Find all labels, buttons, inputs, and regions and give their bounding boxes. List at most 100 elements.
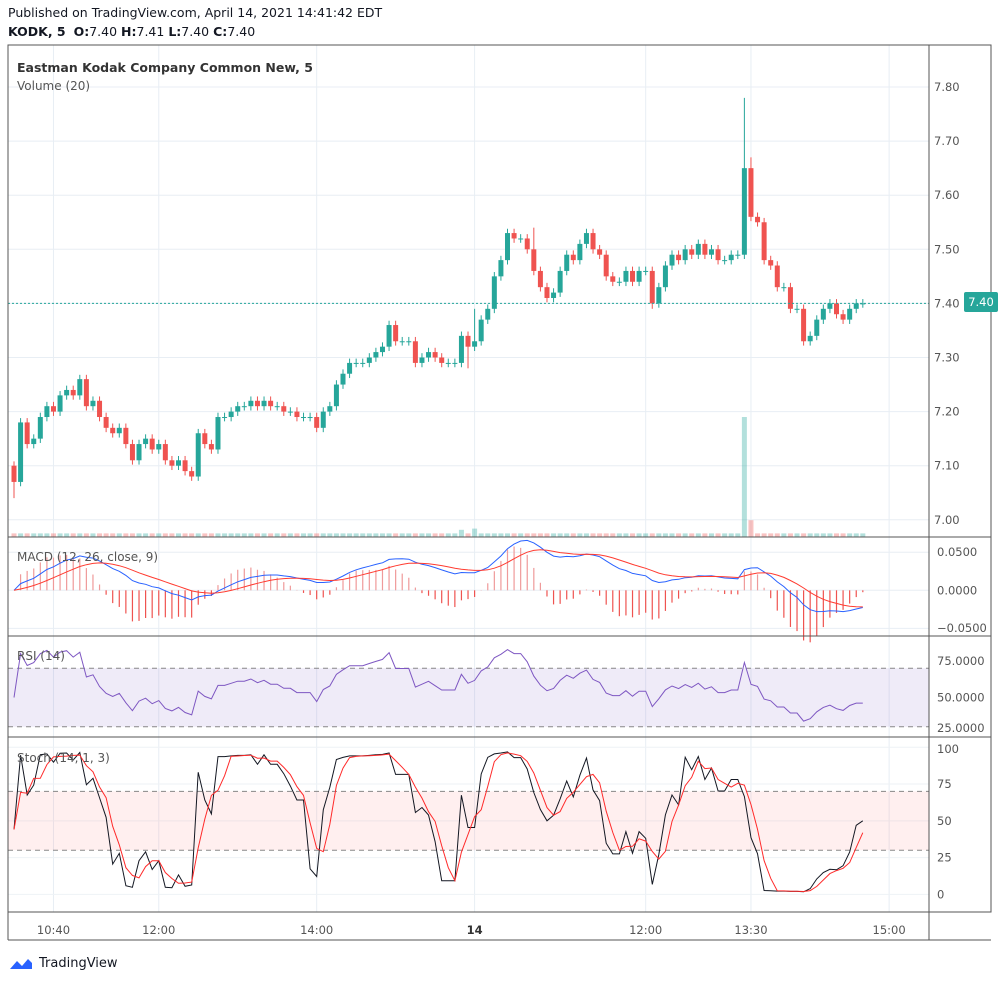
low-label: L: <box>168 24 182 39</box>
candle-body <box>241 406 247 408</box>
brand-label: TradingView <box>39 955 118 971</box>
candle-body <box>827 303 833 309</box>
volume-bar <box>860 533 866 537</box>
candle-body <box>597 249 603 255</box>
volume-bar <box>215 533 221 537</box>
volume-bar <box>37 533 43 537</box>
candle-body <box>458 335 464 363</box>
candle-body <box>505 233 510 261</box>
volume-bar <box>261 533 267 537</box>
volume-bar <box>320 533 326 537</box>
volume-bar <box>24 533 30 537</box>
volume-bar <box>452 533 458 537</box>
volume-bar <box>432 533 438 537</box>
candle-body <box>662 265 668 288</box>
volume-bar <box>314 533 320 537</box>
current-price-box <box>964 292 998 312</box>
volume-bar <box>439 533 445 537</box>
candle-body <box>136 444 142 461</box>
volume-bar <box>281 533 287 537</box>
candle-body <box>419 357 425 363</box>
volume-bar <box>116 533 122 537</box>
volume-bar <box>787 533 793 537</box>
candle-body <box>386 325 392 347</box>
time-tick-label: 13:30 <box>734 923 767 937</box>
volume-bar <box>274 533 280 537</box>
macd-line <box>13 539 863 613</box>
volume-bar <box>498 533 504 537</box>
candle-body <box>682 249 688 261</box>
stoch-band <box>8 791 929 851</box>
volume-bar <box>735 533 741 537</box>
volume-bar <box>11 533 17 537</box>
stoch-tick-label: 75 <box>937 777 952 791</box>
volume-bar <box>83 533 89 537</box>
candle-body <box>143 438 149 445</box>
candle-body <box>432 352 438 358</box>
price-tick-label: 7.40 <box>934 296 960 310</box>
volume-bar <box>485 533 491 537</box>
axes: 10:40 12:00 14:00 14 12:00 13:30 15:00 7.80 7.70… <box>7 44 992 941</box>
candle-body <box>498 260 504 277</box>
volume-bar <box>570 533 576 537</box>
volume-bar <box>90 533 96 537</box>
candle-body <box>478 319 484 342</box>
volume-bar <box>419 533 425 537</box>
high-value: 7.41 <box>136 24 165 39</box>
candle-body <box>268 400 274 407</box>
candle-body <box>294 411 300 418</box>
candle-body <box>366 357 372 363</box>
current-price-label: 7.40 <box>964 292 998 312</box>
volume-bar <box>722 533 728 537</box>
candle-body <box>235 406 241 412</box>
candle-body <box>557 270 563 293</box>
candle-body <box>116 427 122 434</box>
candle-body <box>524 238 530 250</box>
close-value: 7.40 <box>227 24 256 39</box>
candle-body <box>261 400 267 407</box>
volume-bar <box>741 417 747 537</box>
candle-body <box>820 308 826 320</box>
candle-body <box>156 444 162 450</box>
candle-body <box>636 270 642 282</box>
open-value: 7.40 <box>89 24 118 39</box>
tradingview-logo[interactable]: TradingView <box>8 955 118 971</box>
candle-body <box>722 260 728 262</box>
macd-title: MACD (12, 26, close, 9) <box>17 550 158 564</box>
candle-body <box>511 233 517 239</box>
candle-body <box>452 362 458 364</box>
candle-body <box>169 460 175 466</box>
candle-body <box>44 406 50 418</box>
candle-body <box>24 422 30 445</box>
candle-body <box>544 287 550 298</box>
candle-body <box>518 238 524 240</box>
candle-body <box>794 308 800 310</box>
volume-bar <box>702 533 708 537</box>
volume-bar <box>379 533 385 537</box>
candle-body <box>195 433 201 477</box>
volume-bar <box>518 533 524 537</box>
candle-body <box>577 243 583 261</box>
candle-body <box>123 427 129 445</box>
volume-bar <box>294 533 300 537</box>
volume-bar <box>577 533 583 537</box>
candle-body <box>695 243 701 255</box>
volume-bar <box>70 533 76 537</box>
volume-bar <box>162 533 168 537</box>
candle-body <box>676 254 682 261</box>
volume-bar <box>781 533 787 537</box>
candle-body <box>37 417 43 439</box>
candle-body <box>807 335 813 342</box>
volume-bar <box>347 533 353 537</box>
volume-bar <box>110 533 116 537</box>
candle-body <box>853 303 859 309</box>
volume-bar <box>248 533 254 537</box>
candle-body <box>287 411 293 413</box>
candle-body <box>531 249 537 271</box>
candle-body <box>149 438 155 450</box>
candle-body <box>649 270 655 304</box>
candle-body <box>208 444 214 450</box>
candle-body <box>340 373 346 385</box>
volume-bar <box>202 533 208 537</box>
